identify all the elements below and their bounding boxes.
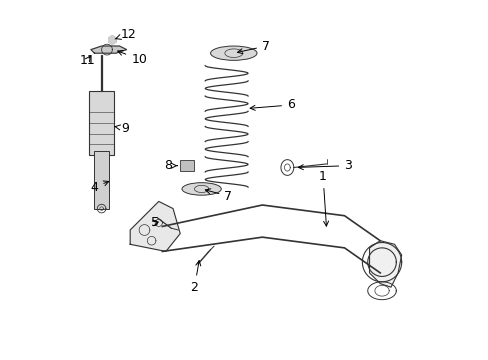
- Text: 11: 11: [79, 54, 95, 67]
- Text: 7: 7: [237, 40, 269, 54]
- Text: 12: 12: [115, 28, 136, 41]
- Text: 6: 6: [250, 99, 294, 112]
- Ellipse shape: [210, 46, 257, 60]
- Polygon shape: [180, 160, 194, 171]
- Polygon shape: [130, 202, 180, 251]
- Ellipse shape: [182, 183, 221, 195]
- Bar: [94, 152, 109, 208]
- Text: 10: 10: [118, 50, 147, 66]
- Text: 9: 9: [115, 122, 128, 135]
- Bar: [89, 91, 114, 155]
- Text: 8: 8: [163, 159, 177, 172]
- Text: 4: 4: [90, 181, 108, 194]
- Text: 1: 1: [319, 170, 328, 226]
- Polygon shape: [369, 241, 401, 287]
- Polygon shape: [91, 46, 126, 53]
- Text: 7: 7: [205, 189, 232, 203]
- Polygon shape: [108, 36, 116, 44]
- Text: 2: 2: [190, 261, 201, 294]
- Text: 3: 3: [298, 159, 351, 172]
- Text: 5: 5: [151, 216, 159, 229]
